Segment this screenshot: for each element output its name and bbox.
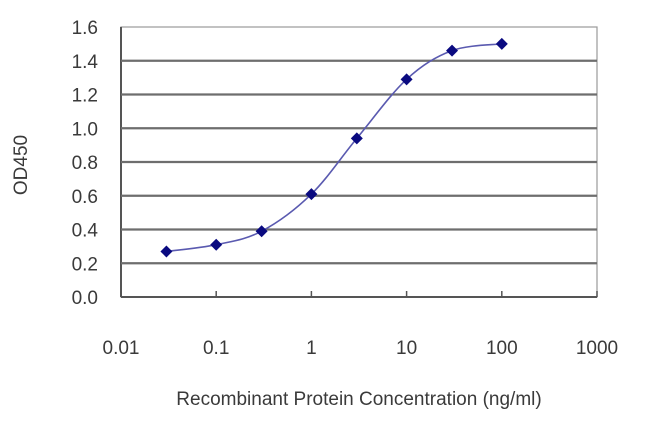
x-axis-tick-labels: 0.01 0.1 1 10 100 1000 [103,291,618,359]
x-tick-label: 0.1 [203,338,229,359]
diamond-marker-icon [495,37,508,50]
diamond-marker-icon [400,73,413,86]
x-tick-label: 1 [306,338,317,359]
x-tick-label: 100 [486,338,518,359]
diamond-marker-icon [446,44,459,57]
y-tick-label: 1.6 [72,18,98,39]
y-tick-label: 1.4 [72,52,99,73]
y-tick-label: 1.2 [72,86,98,107]
diamond-marker-icon [210,238,223,251]
y-axis-title: OD450 [11,135,32,195]
diamond-marker-icon [255,225,268,238]
y-tick-label: 0.6 [72,187,98,208]
y-tick-label: 0.4 [72,221,99,242]
y-tick-label: 0.2 [72,254,98,275]
diamond-marker-icon [160,245,173,258]
x-tick-label: 10 [396,338,417,359]
diamond-marker-icon [305,188,318,201]
x-axis-title: Recombinant Protein Concentration (ng/ml… [176,389,541,410]
x-tick-label: 1000 [576,338,618,359]
series-line [166,43,502,253]
horizontal-gridlines [121,59,597,265]
data-series [160,37,508,258]
y-tick-label: 0.0 [72,288,98,309]
y-tick-label: 1.0 [72,119,98,140]
y-axis-tick-labels: 0.0 0.2 0.4 0.6 0.8 1.0 1.2 1.4 1.6 [72,18,99,309]
x-tick-label: 0.01 [103,338,140,359]
y-tick-label: 0.8 [72,153,98,174]
diamond-marker-icon [350,132,363,145]
